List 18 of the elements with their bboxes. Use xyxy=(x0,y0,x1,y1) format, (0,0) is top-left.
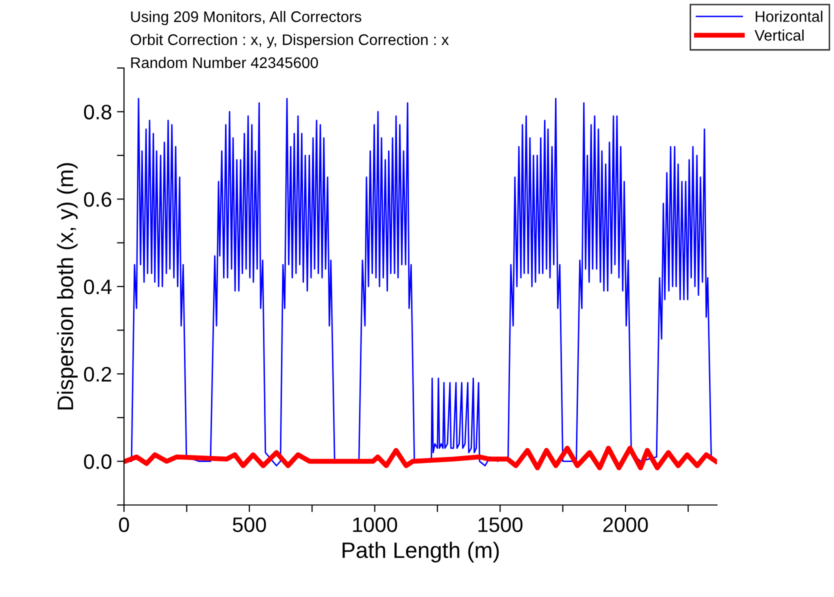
line-series xyxy=(124,446,717,470)
y-tick-label: 0.4 xyxy=(84,280,112,294)
x-axis-title: Path Length (m) xyxy=(342,542,499,562)
text: Using 209 Monitors, All Correctors xyxy=(131,10,362,26)
y-tick-label: 0.8 xyxy=(84,104,112,120)
legend-label: Vertical xyxy=(754,30,804,41)
legend-label: Horizontal xyxy=(756,10,822,22)
x-tick-label: 0 xyxy=(119,517,129,532)
y-tick-label: 0.2 xyxy=(84,366,112,382)
x-tick-label: 1500 xyxy=(478,517,522,532)
x-tick-label: 1000 xyxy=(353,517,398,532)
y-tick-label: 0.6 xyxy=(84,192,112,207)
text: Orbit Correction : x, y, Dispersion Correction : x xyxy=(130,34,449,48)
x-tick-label: 500 xyxy=(232,517,266,532)
annotation: Random Number 42345600 xyxy=(131,56,318,68)
y-axis-title: Dispersion both (x, y) (m) xyxy=(56,163,78,410)
x-tick-label: 2000 xyxy=(603,517,648,532)
text: 0.0 xyxy=(84,454,112,470)
